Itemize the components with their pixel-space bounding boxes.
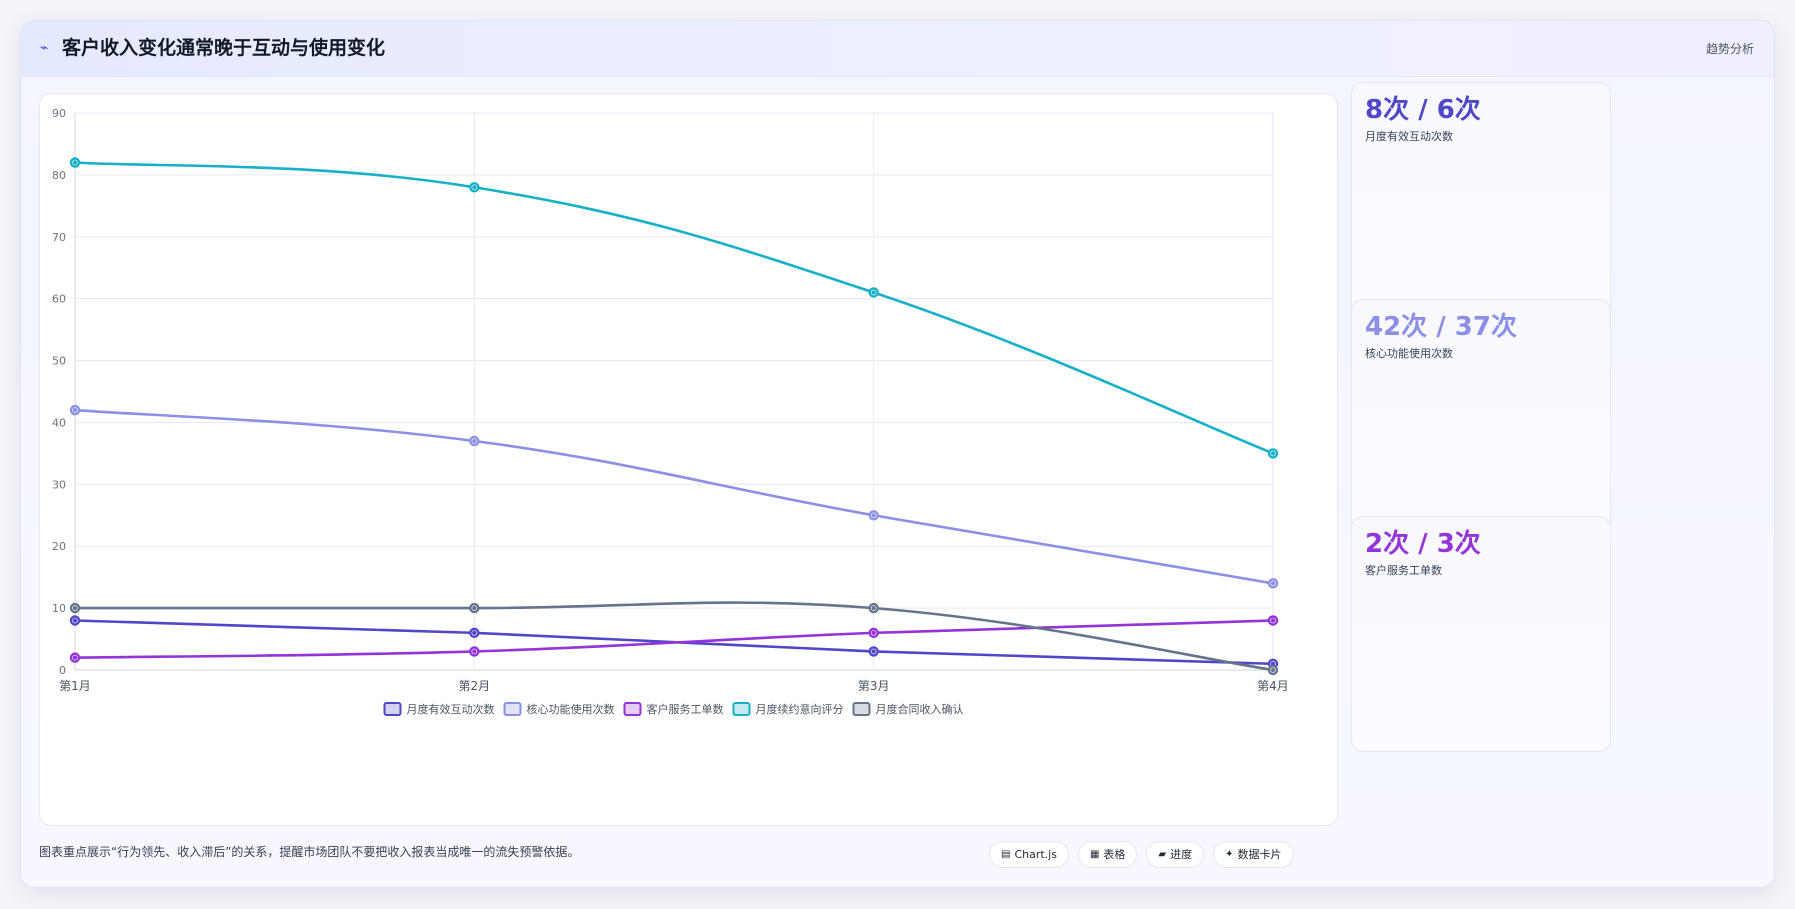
data-point-core (1270, 667, 1276, 673)
chart-panel: 0 10 20 30 40 50 60 70 80 90 第1月 第2月 第3月 第4月月度有效互动次数 核… (39, 93, 1338, 826)
legend-swatch (732, 702, 751, 716)
kpi-card-tickets: 2次 / 3次 客户服务工单数 (1351, 516, 1611, 752)
x-tick-label: 第4月 (1257, 679, 1289, 693)
legend-swatch (383, 702, 402, 716)
kpi-label: 核心功能使用次数 (1365, 347, 1453, 360)
data-point-core (871, 630, 876, 636)
y-tick-label: 30 (52, 478, 66, 491)
pill-label: 进度 (1170, 848, 1193, 861)
series-line (73, 619, 1275, 659)
pill-label: 数据卡片 (1237, 848, 1282, 861)
data-point-core (472, 649, 477, 654)
card-header: ⌁ 客户收入变化通常晚于互动与使用变化 趋势分析 (21, 21, 1774, 77)
kpi-label: 月度有效互动次数 (1365, 130, 1453, 143)
legend-swatch (852, 702, 871, 716)
series-line (73, 601, 1275, 672)
y-tick-label: 40 (52, 416, 66, 429)
pill-table[interactable]: ▦ 表格 (1077, 841, 1138, 868)
progress-icon: ▰ (1158, 849, 1167, 860)
data-point-core (871, 290, 876, 295)
data-point-core (472, 185, 477, 190)
trend-icon: ⌁ (40, 40, 49, 56)
legend-swatch (503, 702, 522, 716)
chart-footnote: 图表重点展示“行为领先、收入滞后”的关系，提醒市场团队不要把收入报表当成唯一的流… (39, 845, 580, 859)
data-point-core (72, 160, 78, 165)
pill-progress[interactable]: ▰ 进度 (1146, 841, 1205, 868)
y-tick-label: 70 (52, 231, 66, 244)
kpi-card-feature-usage: 42次 / 37次 核心功能使用次数 (1351, 299, 1611, 535)
pill-label: Chart.js (1014, 848, 1057, 861)
data-point-core (1270, 618, 1276, 623)
legend-swatch (623, 702, 642, 716)
card-title: 客户收入变化通常晚于互动与使用变化 (62, 37, 386, 59)
y-tick-label: 0 (59, 664, 66, 677)
data-point-core (72, 655, 78, 660)
chart-icon: ▤ (1001, 849, 1011, 860)
kpi-value: 8次 / 6次 (1365, 95, 1481, 125)
kpi-value: 42次 / 37次 (1365, 312, 1517, 342)
y-tick-label: 10 (52, 602, 66, 615)
data-point-core (472, 438, 477, 444)
series-line (73, 161, 1275, 455)
tag-pills: ▤ Chart.js ▦ 表格 ▰ 进度 ✦ 数据卡片 (989, 841, 1303, 868)
x-tick-label: 第3月 (858, 679, 890, 693)
data-point-core (472, 630, 477, 636)
kpi-label: 客户服务工单数 (1365, 564, 1442, 577)
data-point-core (871, 605, 876, 611)
data-point-core (72, 618, 78, 623)
chart-card: ⌁ 客户收入变化通常晚于互动与使用变化 趋势分析 0 10 20 30 40 50 60 70… (20, 20, 1775, 888)
data-point-core (871, 513, 876, 518)
pill-label: 表格 (1103, 848, 1126, 861)
data-point-core (1270, 451, 1276, 456)
kpi-card-interactions: 8次 / 6次 月度有效互动次数 (1351, 82, 1611, 318)
kpi-value: 2次 / 3次 (1365, 529, 1481, 559)
series-line (73, 408, 1275, 585)
y-tick-label: 20 (52, 540, 66, 553)
legend-label: 核心功能使用次数 (527, 702, 615, 716)
pill-data-card[interactable]: ✦ 数据卡片 (1213, 841, 1294, 868)
table-icon: ▦ (1089, 849, 1100, 860)
data-point-core (472, 605, 477, 611)
header-tag: 趋势分析 (1705, 42, 1754, 56)
data-point-core (871, 649, 876, 654)
y-tick-label: 50 (52, 355, 66, 368)
y-tick-label: 60 (52, 293, 66, 306)
data-point-core (72, 605, 78, 611)
data-point-core (1270, 661, 1276, 667)
legend-label: 客户服务工单数 (647, 702, 724, 716)
legend-label: 月度有效互动次数 (407, 702, 495, 716)
x-tick-label: 第2月 (459, 679, 491, 693)
legend-label: 月度续约意向评分 (755, 702, 843, 716)
x-tick-label: 第1月 (59, 679, 91, 693)
card-icon: ✦ (1225, 849, 1234, 860)
y-tick-label: 80 (52, 169, 66, 182)
data-point-core (72, 407, 78, 413)
pill-chartjs[interactable]: ▤ Chart.js (989, 841, 1069, 868)
y-tick-label: 90 (52, 107, 66, 120)
legend-label: 月度合同收入确认 (875, 702, 963, 716)
data-point-core (1270, 581, 1276, 586)
